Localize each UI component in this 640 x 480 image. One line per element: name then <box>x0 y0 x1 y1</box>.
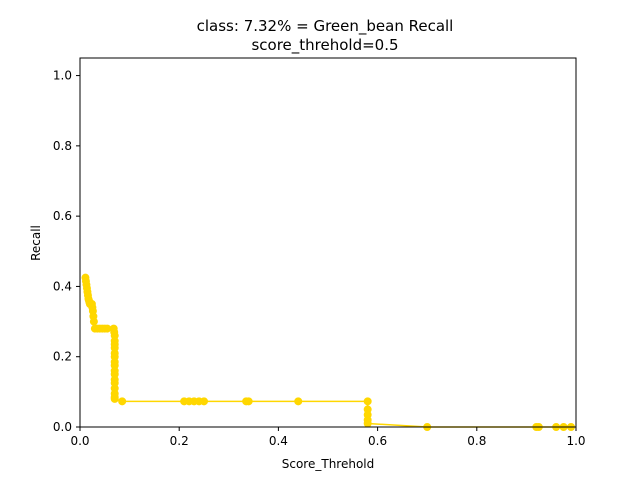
x-tick-label: 0.4 <box>269 434 288 448</box>
chart-title-line1: class: 7.32% = Green_bean Recall <box>197 17 454 36</box>
x-tick-label: 0.0 <box>70 434 89 448</box>
plot-content <box>81 273 576 431</box>
data-point <box>244 397 253 406</box>
plot-frame <box>79 57 577 428</box>
y-tick-label: 1.0 <box>53 69 72 83</box>
y-tick-label: 0.2 <box>53 350 72 364</box>
series-line <box>84 277 572 428</box>
y-tick-label: 0.0 <box>53 420 72 434</box>
x-tick-label: 0.2 <box>170 434 189 448</box>
data-point <box>118 397 127 406</box>
y-tick-label: 0.4 <box>53 279 72 293</box>
data-point <box>363 397 372 406</box>
data-point <box>363 419 372 428</box>
y-tick-label: 0.6 <box>53 209 72 223</box>
data-point <box>200 397 208 406</box>
x-axis-label: Score_Threhold <box>282 457 375 471</box>
x-tick-label: 0.8 <box>467 434 486 448</box>
y-axis-label: Recall <box>29 225 43 261</box>
y-axis-ticks: 0.0 0.2 0.4 0.6 0.8 1.0 <box>53 69 80 434</box>
y-tick-label: 0.8 <box>53 139 72 153</box>
x-tick-label: 1.0 <box>566 434 585 448</box>
x-axis-ticks: 0.0 0.2 0.4 0.6 0.8 1.0 <box>70 427 586 448</box>
data-point <box>89 317 98 326</box>
x-tick-label: 0.6 <box>368 434 387 448</box>
data-point <box>110 394 119 403</box>
data-point <box>294 397 303 406</box>
chart-title-line2: score_threhold=0.5 <box>251 36 398 55</box>
